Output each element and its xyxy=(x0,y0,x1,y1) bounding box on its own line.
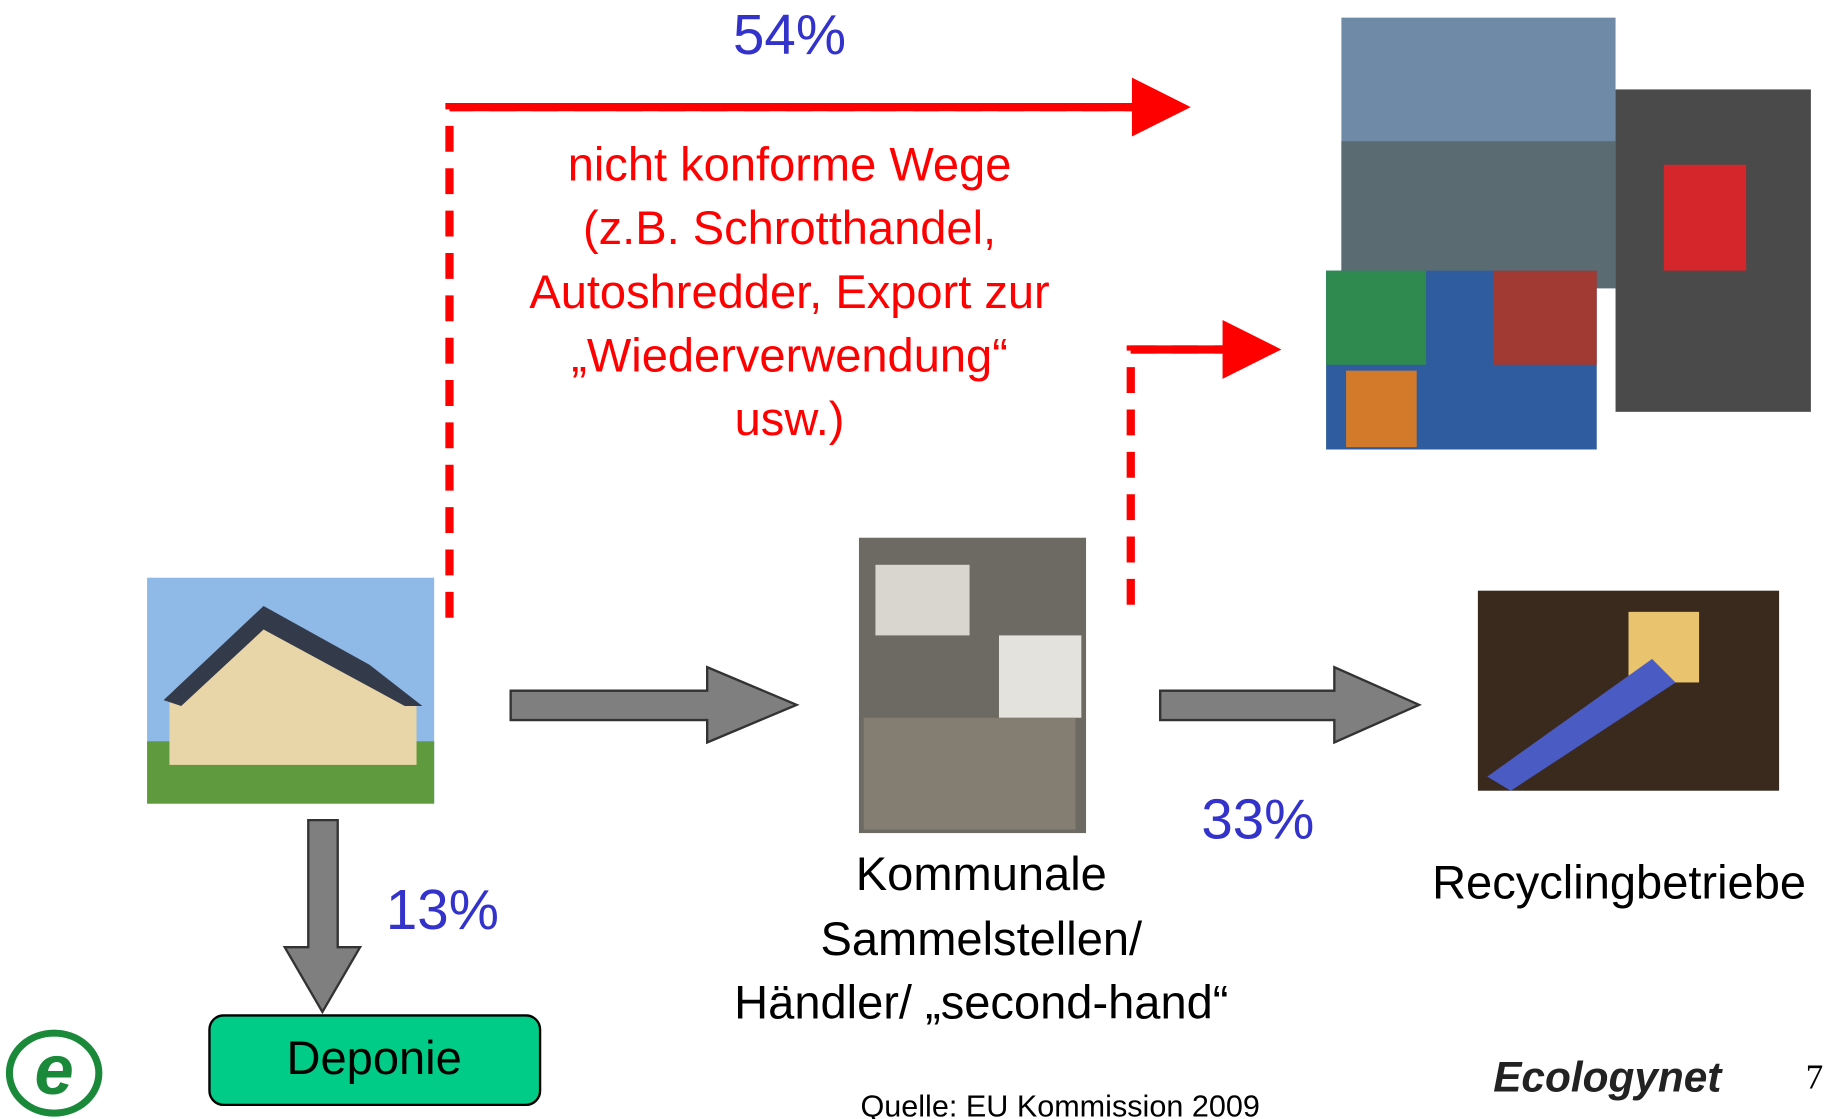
logo: Ecologynet xyxy=(1493,1053,1723,1100)
arrow xyxy=(1160,667,1419,742)
route-description: usw.) xyxy=(735,392,845,445)
arrowhead xyxy=(1132,78,1191,137)
red-route xyxy=(1131,349,1229,604)
collection-image xyxy=(859,538,1086,833)
route-description: nicht konforme Wege xyxy=(568,138,1012,191)
page: 54% nicht konforme Wege (z.B. Schrotthan… xyxy=(0,0,1845,1119)
arrowhead xyxy=(1223,320,1282,379)
recycling-image xyxy=(1478,591,1779,791)
node-label: Deponie xyxy=(287,1031,462,1084)
node-label: Händler/ „second-hand“ xyxy=(734,975,1228,1028)
route-description: „Wiederverwendung“ xyxy=(571,328,1008,381)
house-image xyxy=(147,578,434,804)
arrow xyxy=(511,667,797,742)
share-label: 33% xyxy=(1201,788,1314,851)
svg-text:e: e xyxy=(34,1030,73,1109)
node-label: Recyclingbetriebe xyxy=(1432,855,1806,908)
share-label: 54% xyxy=(733,3,846,66)
export-images xyxy=(1326,18,1811,450)
source-note: Quelle: EU Kommission 2009 xyxy=(860,1089,1259,1119)
page-number: 7 xyxy=(1806,1057,1824,1096)
route-description: (z.B. Schrotthandel, xyxy=(583,201,996,254)
slide: 54% nicht konforme Wege (z.B. Schrotthan… xyxy=(0,0,1845,1119)
node-label: Kommunale xyxy=(856,847,1107,900)
node-label: Sammelstellen/ xyxy=(821,912,1144,965)
route-description: Autoshredder, Export zur xyxy=(529,265,1049,318)
e-logo: e xyxy=(9,1030,98,1113)
arrow xyxy=(285,820,360,1012)
share-label: 13% xyxy=(386,878,499,941)
